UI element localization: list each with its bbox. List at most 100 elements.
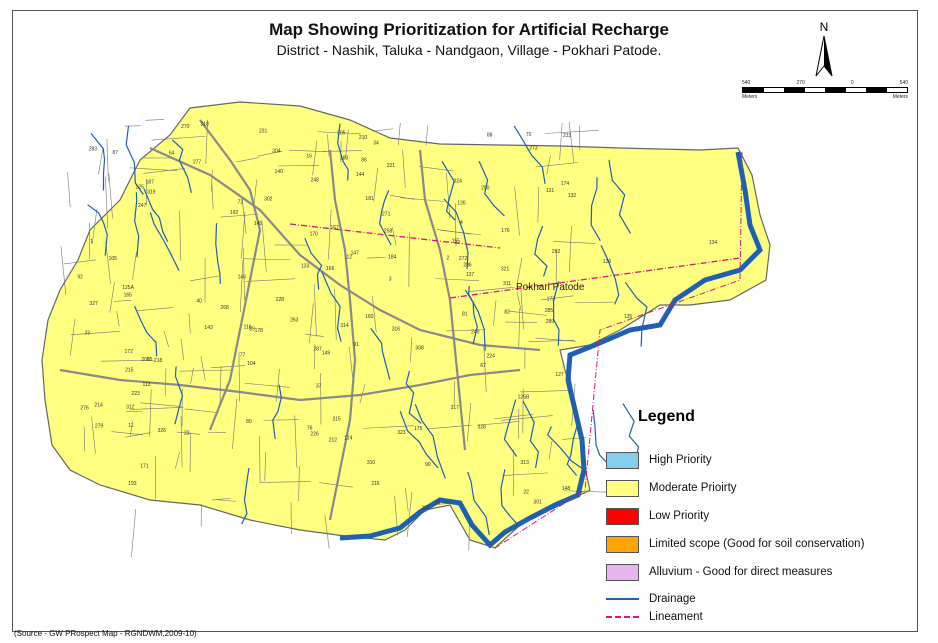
plot-boundary xyxy=(236,157,259,163)
plot-number: 80 xyxy=(246,419,252,425)
plot-boundary xyxy=(242,258,291,261)
plot-number: 70 xyxy=(526,132,532,138)
legend-item-drainage: Drainage xyxy=(606,590,916,608)
legend-item-limited-scope: Limited scope (Good for soil conservatio… xyxy=(606,530,916,558)
plot-boundary xyxy=(410,337,413,363)
plot-boundary xyxy=(67,171,71,208)
plot-boundary xyxy=(263,419,299,421)
drainage-stream xyxy=(624,281,648,347)
plot-number: 214 xyxy=(94,403,103,409)
plot-boundary xyxy=(140,402,182,407)
drainage-stream xyxy=(534,225,548,277)
plot-boundary xyxy=(516,291,522,312)
plot-boundary xyxy=(298,466,300,502)
plot-number: 64 xyxy=(169,150,175,156)
plot-boundary xyxy=(434,278,479,281)
plot-number: 308 xyxy=(415,345,424,351)
legend-title: Legend xyxy=(638,408,695,425)
plot-boundary xyxy=(257,150,283,157)
drainage-stream xyxy=(378,190,392,246)
drainage-stream xyxy=(134,305,158,357)
plot-number: 136 xyxy=(603,259,612,265)
plot-number: 143 xyxy=(204,325,213,331)
legend-item-high-priority: High Priority xyxy=(606,446,916,474)
legend-label: Low Priority xyxy=(649,510,710,522)
plot-boundary xyxy=(106,139,109,182)
plot-number: 314 xyxy=(340,323,349,329)
drainage-stream xyxy=(370,328,391,380)
plot-boundary xyxy=(163,330,169,348)
drainage-stream xyxy=(414,404,446,479)
plot-boundary xyxy=(537,187,540,223)
plot-boundary xyxy=(116,311,120,327)
legend-item-low-priority: Low Priority xyxy=(606,502,916,530)
plot-boundary xyxy=(69,318,76,356)
plot-boundary xyxy=(334,288,337,340)
plot-number: 11 xyxy=(128,423,133,429)
plot-number: 279 xyxy=(95,424,104,430)
plot-boundary xyxy=(219,366,222,407)
plot-boundary xyxy=(132,251,137,280)
drainage-stream xyxy=(215,223,221,284)
plot-number: 105 xyxy=(109,256,118,262)
plot-boundary xyxy=(244,382,290,388)
plot-number: 131 xyxy=(546,188,555,194)
legend-item-moderate-priority: Moderate Prioirty xyxy=(606,474,916,502)
drainage-stream xyxy=(272,384,282,440)
plot-boundary xyxy=(210,365,246,369)
plot-number: 25 xyxy=(147,357,153,363)
plot-boundary xyxy=(124,432,151,438)
plot-number: 193 xyxy=(128,481,137,487)
plot-boundary xyxy=(406,491,413,537)
drainage-stream xyxy=(87,204,108,256)
plot-boundary xyxy=(366,257,386,259)
plot-number: 273 xyxy=(529,146,538,152)
plot-number: 310 xyxy=(367,460,376,466)
plot-number: 135 xyxy=(624,314,633,320)
plot-number: 216 xyxy=(371,481,380,487)
plot-boundary xyxy=(425,125,429,146)
plot-boundary xyxy=(528,339,575,342)
scale-bar-graphic xyxy=(742,87,908,93)
plot-boundary xyxy=(404,487,409,512)
plot-boundary xyxy=(428,424,472,430)
plot-boundary xyxy=(349,346,353,378)
plot-number: 212 xyxy=(329,438,338,444)
plot-boundary xyxy=(241,198,247,234)
plot-number: 34 xyxy=(373,141,379,147)
plot-number: 327 xyxy=(90,301,99,307)
plot-boundary xyxy=(113,300,132,302)
plot-boundary xyxy=(312,140,318,176)
plot-number: 90 xyxy=(425,462,431,468)
plot-boundary xyxy=(371,295,377,333)
plot-boundary xyxy=(309,303,314,344)
plot-number: 285 xyxy=(545,308,554,314)
plot-number: 233 xyxy=(563,133,572,139)
legend-label: Alluvium - Good for direct measures xyxy=(649,566,833,578)
plot-boundary xyxy=(517,257,523,283)
plot-boundary xyxy=(402,149,406,188)
plot-number: 318 xyxy=(200,122,209,128)
plot-number: 67 xyxy=(480,363,486,369)
drainage-stream xyxy=(321,271,342,342)
plot-number: 328 xyxy=(478,424,487,430)
plot-boundary xyxy=(446,172,451,219)
plot-boundary xyxy=(493,300,497,326)
plot-boundary xyxy=(305,333,324,337)
plot-number: 104 xyxy=(247,361,256,367)
plot-number: 145 xyxy=(254,221,263,227)
plot-number: 140 xyxy=(275,169,284,175)
plot-boundary xyxy=(131,508,137,558)
lineament-2 xyxy=(449,257,741,299)
plot-boundary xyxy=(179,210,181,261)
drainage-stream xyxy=(171,139,192,194)
legend-swatch xyxy=(606,563,639,581)
plot-number: 72 xyxy=(238,200,244,206)
plot-boundary xyxy=(568,122,575,163)
plot-boundary xyxy=(494,414,534,420)
drainage-stream xyxy=(478,160,505,217)
plot-boundary xyxy=(164,368,167,396)
plot-number: 277 xyxy=(193,160,202,166)
plot-boundary xyxy=(253,179,257,205)
plot-number: 160 xyxy=(365,314,374,320)
